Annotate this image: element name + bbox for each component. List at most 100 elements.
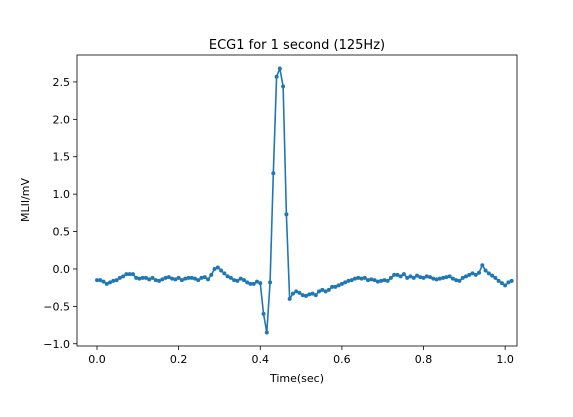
y-tick-label: −0.5 xyxy=(43,300,70,313)
ecg-data-point xyxy=(352,276,357,281)
ecg-data-point xyxy=(255,279,259,284)
ecg-data-point xyxy=(303,293,308,298)
ecg-data-point xyxy=(297,290,302,295)
y-axis-label: MLII/mV xyxy=(19,178,32,223)
ecg-data-point xyxy=(117,275,122,280)
ecg-data-point xyxy=(499,281,504,286)
ecg-data-point xyxy=(483,268,488,273)
ecg-data-point xyxy=(166,275,171,280)
ecg-data-point xyxy=(313,293,318,298)
ecg-data-point xyxy=(473,272,478,277)
ecg-data-point xyxy=(284,212,289,217)
ecg-data-point xyxy=(450,276,455,281)
ecg-data-point xyxy=(411,275,416,280)
ecg-data-point xyxy=(189,275,194,280)
y-tick-label: 2.5 xyxy=(53,76,71,89)
ecg-data-point xyxy=(437,276,442,281)
plot-frame xyxy=(76,54,518,347)
ecg-data-point xyxy=(326,287,331,292)
ecg-data-point xyxy=(248,281,253,286)
ecg-data-point xyxy=(114,278,119,283)
ecg-data-point xyxy=(454,278,459,283)
ecg-data-point xyxy=(444,275,449,280)
ecg-data-point xyxy=(424,274,429,279)
plot-area xyxy=(95,66,514,335)
ecg-data-point xyxy=(447,274,452,279)
ecg-data-point xyxy=(346,278,351,283)
ecg-data-point xyxy=(421,275,426,280)
x-tick-label: 0.0 xyxy=(88,353,106,366)
ecg-data-point xyxy=(163,275,168,280)
ecg-data-point xyxy=(405,275,410,280)
ecg-data-point xyxy=(219,268,224,273)
ecg-data-point xyxy=(268,280,273,285)
ecg-data-point xyxy=(206,277,211,282)
x-axis-label: Time(sec) xyxy=(269,372,324,385)
ecg-data-point xyxy=(372,278,377,283)
ecg-data-point xyxy=(121,274,126,279)
x-tick-label: 1.0 xyxy=(496,353,514,366)
x-tick-label: 0.8 xyxy=(415,353,433,366)
ecg-data-point xyxy=(359,276,364,281)
ecg-data-point xyxy=(356,275,361,280)
ecg-data-point xyxy=(212,266,217,271)
ecg-data-point xyxy=(147,277,152,282)
ecg-data-point xyxy=(153,278,158,283)
ecg-data-point xyxy=(150,275,155,280)
x-tick-label: 0.6 xyxy=(333,353,351,366)
ecg-data-point xyxy=(215,265,220,270)
ecg-data-point xyxy=(98,278,103,283)
ecg-data-point xyxy=(441,275,446,280)
y-tick-label: −1.0 xyxy=(43,338,70,351)
ecg-data-point xyxy=(463,274,468,279)
ecg-data-point xyxy=(401,272,406,277)
ecg-data-point xyxy=(339,281,344,286)
x-tick-label: 0.4 xyxy=(252,353,270,366)
ecg-data-point xyxy=(369,277,374,282)
ecg-data-point xyxy=(375,279,380,284)
ecg-data-point xyxy=(124,272,129,277)
ecg-data-point xyxy=(290,291,295,296)
ecg-data-point xyxy=(238,276,243,281)
ecg-data-point xyxy=(209,272,214,277)
ecg-data-point xyxy=(281,84,286,89)
ecg-data-point xyxy=(503,283,508,288)
ecg-data-point xyxy=(196,278,201,283)
ecg-data-point xyxy=(170,276,175,281)
x-axis-ticks: 0.0 0.2 0.4 0.6 0.8 1.0 xyxy=(88,346,514,366)
ecg-data-point xyxy=(137,276,142,281)
y-axis-ticks: −1.0 −0.5 0.0 0.5 1.0 1.5 2.0 2.5 xyxy=(43,76,77,351)
ecg-data-point xyxy=(241,278,246,283)
ecg-data-point xyxy=(379,278,384,283)
ecg-data-point xyxy=(333,284,338,289)
ecg-data-point xyxy=(251,281,256,286)
ecg-data-point xyxy=(108,280,113,285)
y-tick-label: 0.5 xyxy=(53,226,71,239)
ecg-data-point xyxy=(104,281,109,286)
ecg-data-point xyxy=(192,276,197,281)
ecg-data-point xyxy=(264,330,269,335)
y-tick-label: 0.0 xyxy=(53,263,71,276)
ecg-data-point xyxy=(323,289,328,294)
ecg-data-point xyxy=(415,273,419,278)
ecg-data-point xyxy=(366,278,371,283)
ecg-data-point xyxy=(477,270,482,275)
chart-title: ECG1 for 1 second (125Hz) xyxy=(209,38,385,53)
ecg-data-point xyxy=(199,275,204,280)
ecg-data-point xyxy=(235,278,240,283)
ecg-data-point xyxy=(179,278,184,283)
ecg-data-point xyxy=(418,275,423,280)
ecg-data-point xyxy=(143,275,148,280)
ecg-data-point xyxy=(470,271,475,276)
ecg-data-point xyxy=(111,278,116,283)
ecg-data-point xyxy=(261,311,266,316)
ecg-data-point xyxy=(222,271,227,276)
ecg-data-point xyxy=(486,271,491,276)
ecg-data-point xyxy=(317,289,322,294)
ecg-data-point xyxy=(202,275,207,280)
ecg-data-point xyxy=(310,291,315,296)
ecg-data-point xyxy=(330,284,335,289)
ecg-data-point xyxy=(382,278,387,283)
ecg-data-point xyxy=(274,74,279,79)
